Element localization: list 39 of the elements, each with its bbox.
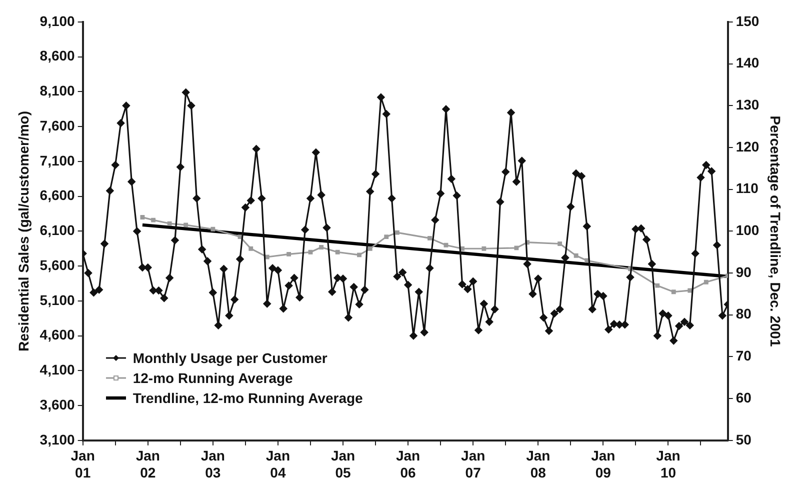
- y-tick-label: 4,600: [40, 326, 76, 343]
- x-tick-label: Jan 03: [200, 448, 225, 480]
- x-tick-label: Jan 04: [266, 448, 290, 480]
- y-tick-label: 9,100: [40, 12, 76, 29]
- x-tick-label: Jan 06: [396, 448, 420, 480]
- x-tick-label: Jan 02: [136, 448, 160, 480]
- y-tick-label: 7,600: [40, 117, 76, 134]
- x-tick-label: Jan 08: [526, 448, 550, 480]
- x-tick-label: Jan 10: [656, 448, 680, 480]
- legend-label: 12-mo Running Average: [132, 370, 293, 386]
- y2-tick-label: 140: [736, 54, 760, 71]
- y2-tick-label: 110: [736, 180, 759, 196]
- y-axis-title: Residential Sales (gal/customer/mo): [15, 110, 32, 352]
- y2-tick-label: 80: [736, 306, 752, 322]
- y2-tick-label: 60: [736, 389, 752, 406]
- y2-axis-title: Percentage of Trendline, Dec. 2001: [768, 116, 784, 347]
- y2-tick-label: 130: [736, 96, 760, 113]
- x-tick-label: Jan 05: [330, 448, 356, 480]
- y-tick-label: 6,100: [40, 222, 76, 238]
- x-tick-label: Jan 07: [461, 448, 486, 480]
- legend-label: Trendline, 12-mo Running Average: [132, 390, 363, 406]
- y2-tick-label: 150: [736, 12, 760, 29]
- y2-tick-label: 100: [736, 222, 760, 238]
- y-tick-label: 7,100: [40, 152, 76, 168]
- y-tick-label: 5,100: [40, 292, 76, 308]
- y-tick-label: 8,600: [40, 48, 76, 64]
- y-tick-label: 4,100: [40, 362, 76, 378]
- y-tick-label: 8,100: [40, 82, 76, 99]
- y2-tick-label: 50: [736, 431, 752, 448]
- x-tick-label: Jan 01: [70, 448, 95, 480]
- y-tick-label: 5,600: [40, 256, 76, 273]
- y-tick-label: 3,600: [40, 396, 76, 412]
- legend-label: Monthly Usage per Customer: [132, 350, 328, 366]
- y-tick-label: 3,100: [40, 431, 76, 448]
- y2-tick-label: 70: [736, 348, 752, 364]
- y2-tick-label: 90: [736, 264, 752, 280]
- y-tick-label: 6,600: [40, 187, 76, 204]
- x-tick-label: Jan 09: [591, 448, 616, 480]
- y2-tick-label: 120: [736, 138, 760, 154]
